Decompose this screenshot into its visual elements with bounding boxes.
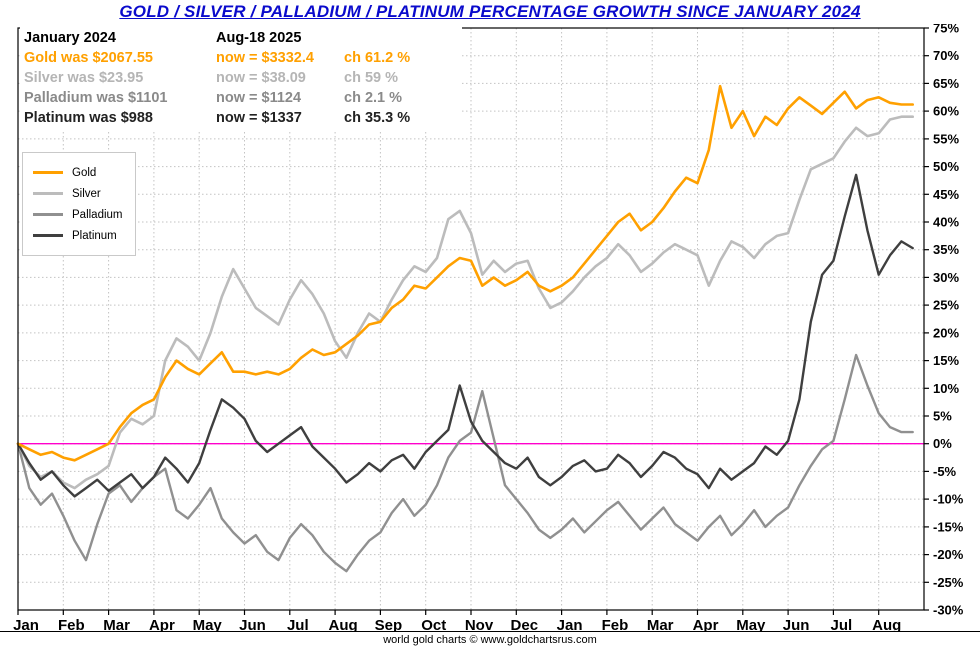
x-axis-label: Jul bbox=[831, 617, 853, 634]
gold-info-row: Gold was $2067.55 now = $3332.4 ch 61.2 … bbox=[24, 48, 454, 68]
y-axis-label: 5% bbox=[933, 409, 952, 424]
chart-legend: Gold Silver Palladium Platinum bbox=[22, 152, 136, 256]
gold-change-value: ch 61.2 % bbox=[344, 50, 411, 66]
silver-line-swatch bbox=[33, 192, 63, 195]
y-axis-label: 25% bbox=[933, 298, 959, 313]
y-axis-label: 65% bbox=[933, 76, 959, 91]
silver-was-value: Silver was $23.95 bbox=[24, 70, 144, 86]
chart-title: GOLD / SILVER / PALLADIUM / PLATINUM PER… bbox=[119, 2, 861, 21]
platinum-now-value: now = $1337 bbox=[216, 110, 302, 126]
y-axis-label: 40% bbox=[933, 215, 959, 230]
series-palladium bbox=[16, 353, 914, 573]
platinum-change-value: ch 35.3 % bbox=[344, 110, 411, 126]
x-axis-label: Oct bbox=[421, 617, 446, 634]
x-axis-label: Apr bbox=[693, 617, 719, 634]
series-gold bbox=[16, 84, 915, 462]
x-axis-label: Feb bbox=[58, 617, 85, 634]
plot-border bbox=[17, 27, 925, 611]
current-date-label: Aug-18 2025 bbox=[216, 30, 302, 46]
y-axis: -30% -25% -20% -15% -10% -5% 0% 5% 10% 15% 20% 25% 3… bbox=[924, 24, 964, 618]
y-axis-label: 75% bbox=[933, 24, 959, 36]
legend-item-silver: Silver bbox=[33, 183, 123, 204]
y-axis-label: -25% bbox=[933, 575, 964, 590]
start-date-label: January 2024 bbox=[24, 30, 116, 46]
x-axis-label: Dec bbox=[511, 617, 539, 634]
x-axis-label: Apr bbox=[149, 617, 175, 634]
legend-label-gold: Gold bbox=[72, 166, 97, 179]
platinum-was-value: Platinum was $988 bbox=[24, 110, 153, 126]
y-axis-label: -10% bbox=[933, 492, 964, 507]
x-axis-label: Aug bbox=[329, 617, 358, 634]
legend-label-silver: Silver bbox=[72, 187, 101, 200]
legend-item-platinum: Platinum bbox=[33, 225, 123, 246]
info-header-row: January 2024 Aug-18 2025 bbox=[24, 28, 454, 48]
gold-was-value: Gold was $2067.55 bbox=[24, 50, 153, 66]
x-axis-label: Jan bbox=[13, 617, 39, 634]
x-axis: Jan Feb Mar Apr May Jun Jul Aug Sep Oct Nov Dec Jan F… bbox=[13, 610, 901, 634]
x-axis-label: Jan bbox=[557, 617, 583, 634]
x-axis-label: Mar bbox=[103, 617, 130, 634]
legend-label-platinum: Platinum bbox=[72, 229, 117, 242]
y-axis-label: -20% bbox=[933, 547, 964, 562]
x-axis-label: Jun bbox=[783, 617, 810, 634]
legend-item-gold: Gold bbox=[33, 162, 123, 183]
palladium-line-swatch bbox=[33, 213, 63, 216]
y-axis-label: -30% bbox=[933, 603, 964, 618]
x-axis-label: Aug bbox=[872, 617, 901, 634]
x-axis-label: Mar bbox=[647, 617, 674, 634]
x-axis-label: Nov bbox=[465, 617, 494, 634]
y-axis-label: 15% bbox=[933, 353, 959, 368]
footer-credit: world gold charts © www.goldchartsrus.co… bbox=[0, 631, 980, 650]
x-axis-label: Jul bbox=[287, 617, 309, 634]
y-axis-label: 55% bbox=[933, 131, 959, 146]
gold-line-swatch bbox=[33, 171, 63, 174]
x-axis-label: Feb bbox=[602, 617, 629, 634]
y-axis-label: 70% bbox=[933, 48, 959, 63]
silver-change-value: ch 59 % bbox=[344, 70, 398, 86]
y-axis-label: 0% bbox=[933, 436, 952, 451]
y-axis-label: 10% bbox=[933, 381, 959, 396]
y-axis-label: 35% bbox=[933, 242, 959, 257]
y-axis-label: 20% bbox=[933, 325, 959, 340]
y-axis-label: 60% bbox=[933, 104, 959, 119]
gold-now-value: now = $3332.4 bbox=[216, 50, 314, 66]
y-axis-label: 45% bbox=[933, 187, 959, 202]
palladium-change-value: ch 2.1 % bbox=[344, 90, 403, 106]
x-axis-label: Jun bbox=[239, 617, 266, 634]
silver-now-value: now = $38.09 bbox=[216, 70, 306, 86]
platinum-line-swatch bbox=[33, 234, 63, 237]
palladium-now-value: now = $1124 bbox=[216, 90, 302, 106]
price-info-panel: January 2024 Aug-18 2025 Gold was $2067.… bbox=[20, 26, 462, 132]
legend-label-palladium: Palladium bbox=[72, 208, 123, 221]
y-axis-label: -5% bbox=[933, 464, 957, 479]
horizontal-gridlines bbox=[18, 55, 924, 583]
price-growth-chart: -30% -25% -20% -15% -10% -5% 0% 5% 10% 15% 20% 25% 3… bbox=[13, 24, 964, 634]
legend-item-palladium: Palladium bbox=[33, 204, 123, 225]
x-axis-label: May bbox=[193, 617, 223, 634]
palladium-was-value: Palladium was $1101 bbox=[24, 90, 168, 106]
y-axis-label: 30% bbox=[933, 270, 959, 285]
x-axis-label: May bbox=[736, 617, 766, 634]
y-axis-label: -15% bbox=[933, 519, 964, 534]
x-axis-label: Sep bbox=[375, 617, 403, 634]
y-axis-label: 50% bbox=[933, 159, 959, 174]
series-platinum bbox=[16, 173, 914, 498]
series-silver bbox=[16, 115, 915, 490]
silver-info-row: Silver was $23.95 now = $38.09 ch 59 % bbox=[24, 68, 454, 88]
platinum-info-row: Platinum was $988 now = $1337 ch 35.3 % bbox=[24, 108, 454, 128]
palladium-info-row: Palladium was $1101 now = $1124 ch 2.1 % bbox=[24, 88, 454, 108]
